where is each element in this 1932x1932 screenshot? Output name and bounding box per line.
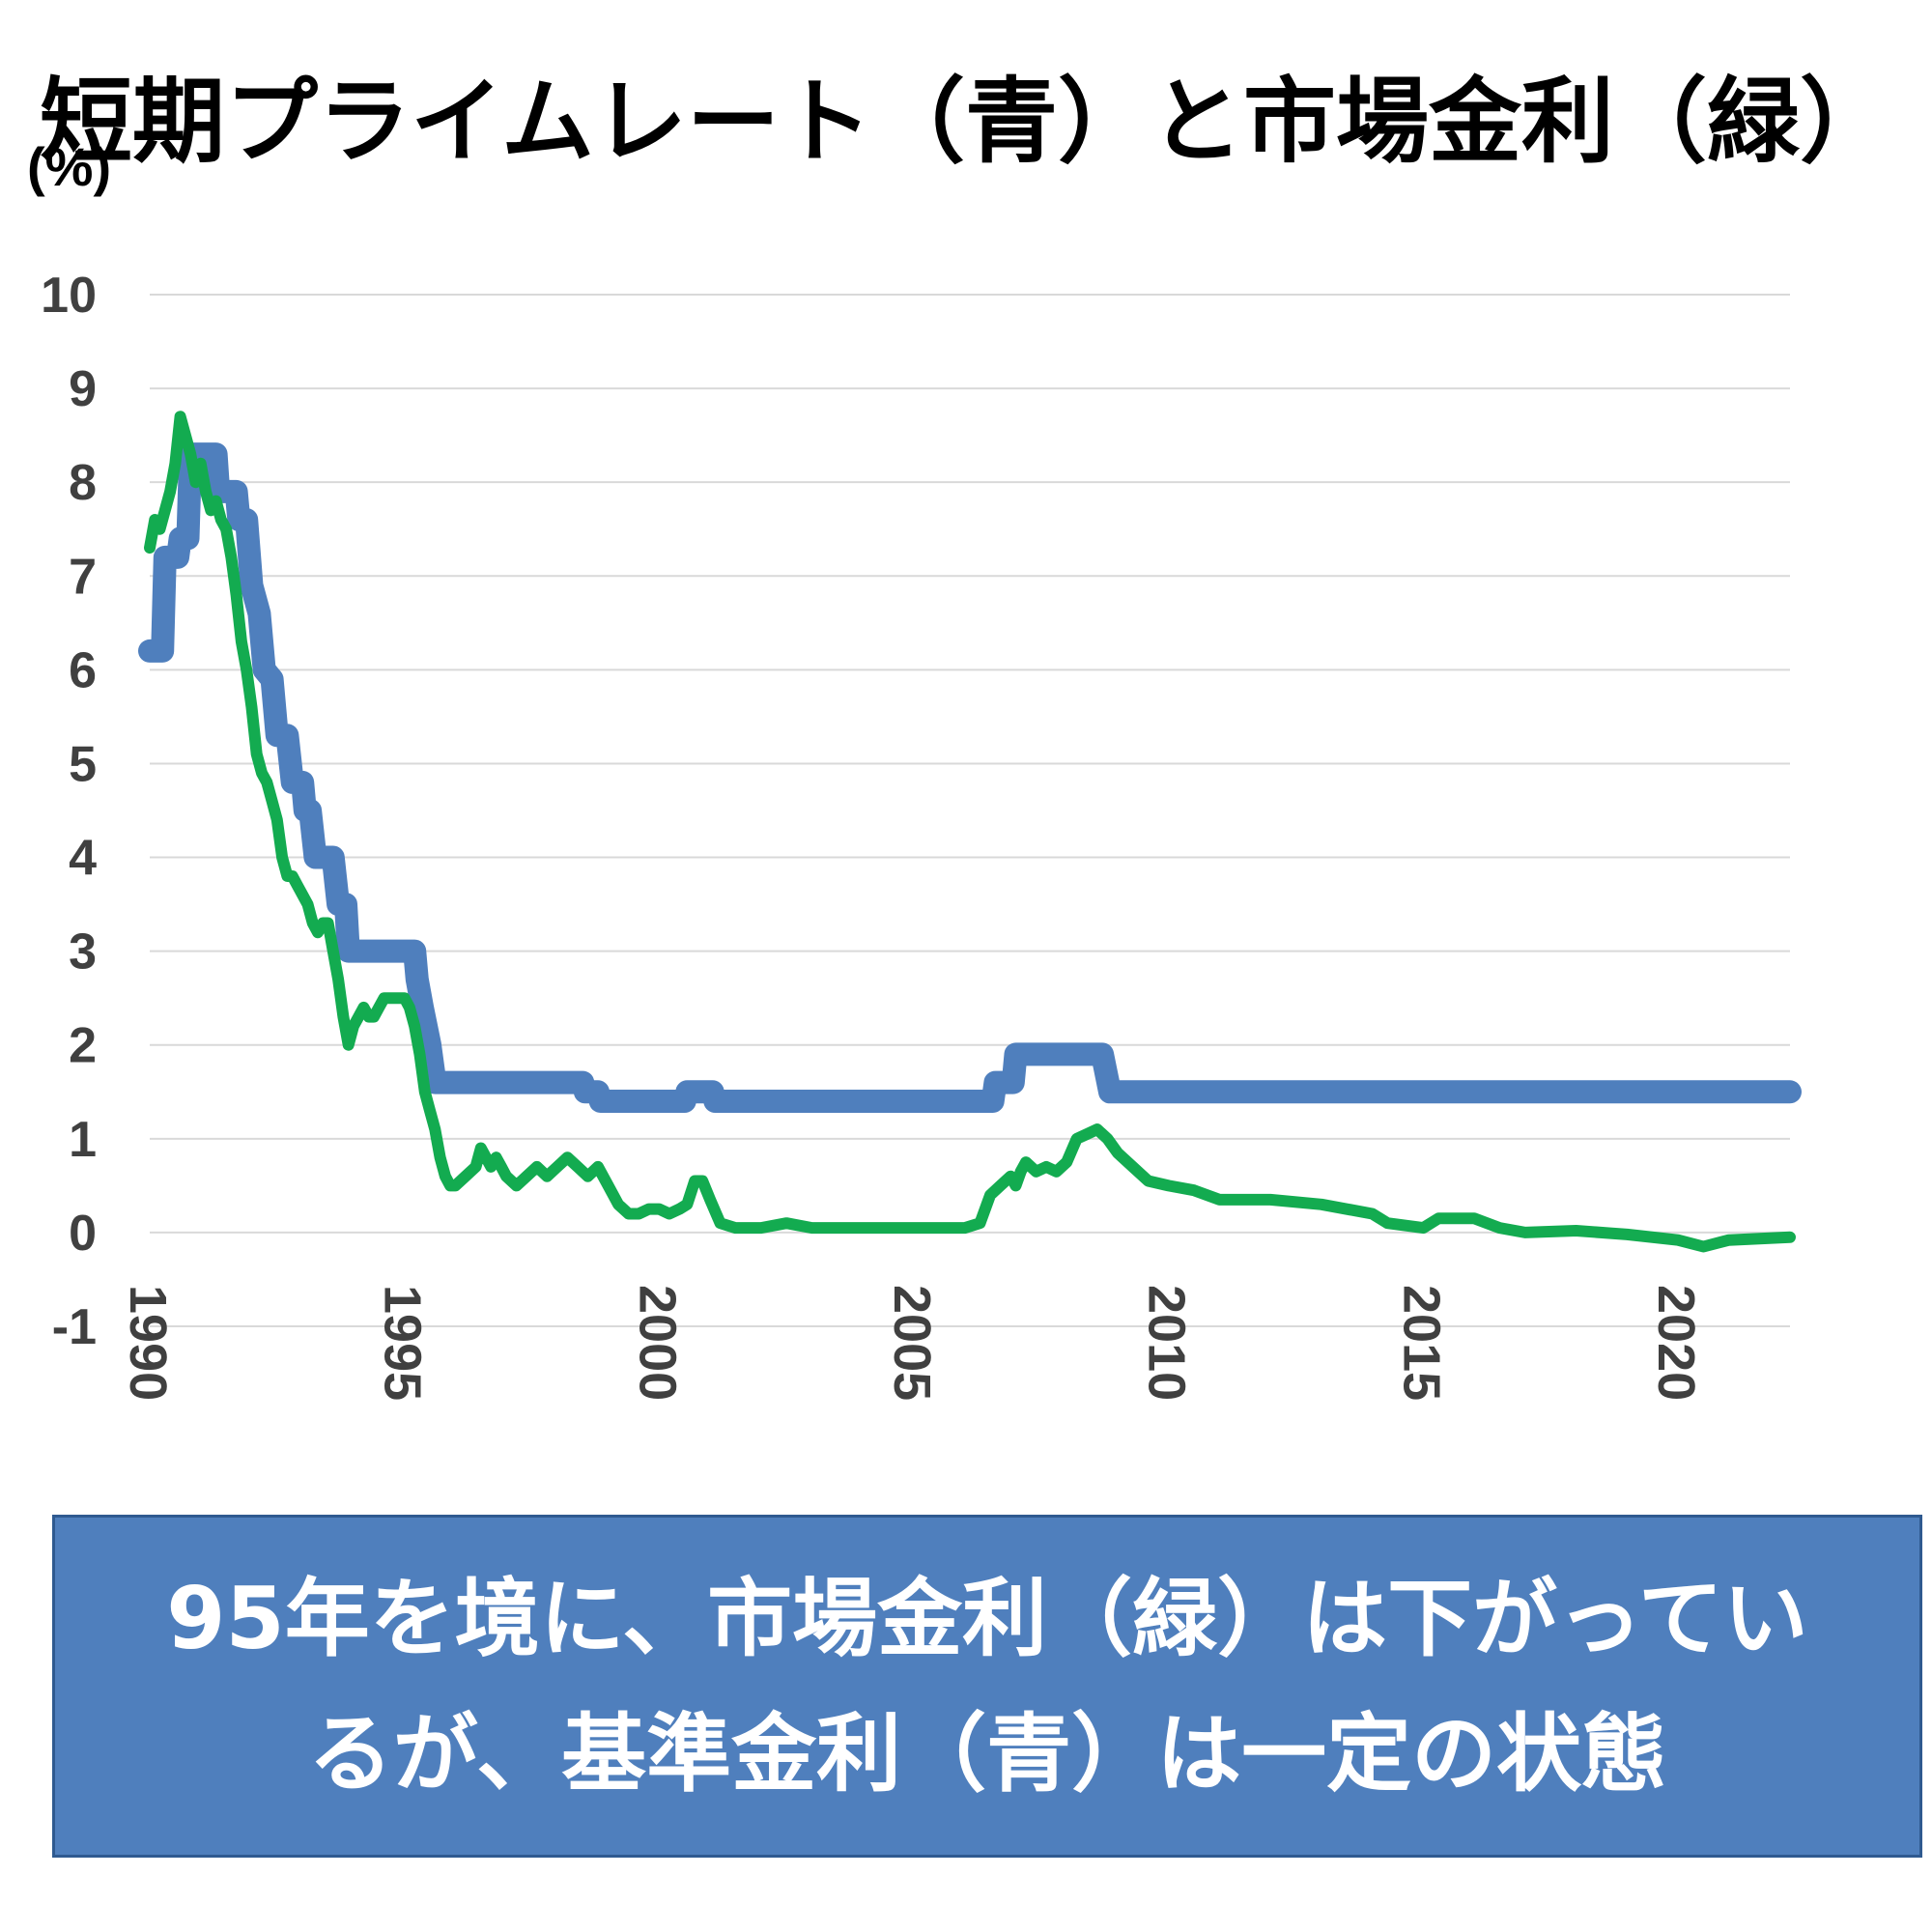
caption-line-2: るが、基準金利（青）は一定の状態 xyxy=(307,1703,1667,1804)
y-tick-label: -1 xyxy=(52,1299,97,1355)
x-tick-label: 2015 xyxy=(1392,1285,1450,1401)
series-lines xyxy=(138,411,1802,1253)
x-tick-label: 2000 xyxy=(628,1285,686,1401)
x-axis-ticks: 1990 1995 2000 2005 2010 2015 2020 xyxy=(119,1285,1705,1401)
y-tick-label: 3 xyxy=(69,924,97,980)
series-line-green xyxy=(144,411,1796,1253)
gridlines xyxy=(150,294,1790,1327)
caption-line-1: 95年を境に、市場金利（緑）は下がってい xyxy=(166,1568,1808,1668)
x-tick-label: 2010 xyxy=(1138,1285,1196,1401)
series-line-blue xyxy=(138,442,1802,1113)
y-tick-label: 5 xyxy=(69,736,97,792)
caption-box: 95年を境に、市場金利（緑）は下がってい るが、基準金利（青）は一定の状態 xyxy=(52,1515,1922,1858)
y-tick-label: 8 xyxy=(69,455,97,511)
y-axis-unit-label: (%) xyxy=(27,136,112,197)
y-tick-label: 7 xyxy=(69,549,97,605)
y-tick-label: 9 xyxy=(69,361,97,417)
y-tick-label: 2 xyxy=(69,1018,97,1074)
x-tick-label: 1990 xyxy=(119,1285,177,1401)
y-tick-label: 0 xyxy=(69,1206,97,1262)
x-tick-label: 2020 xyxy=(1647,1285,1705,1401)
y-tick-label: 10 xyxy=(41,268,97,324)
y-tick-label: 6 xyxy=(69,642,97,698)
x-tick-label: 2005 xyxy=(883,1285,941,1401)
x-tick-label: 1995 xyxy=(374,1285,432,1401)
chart-title: 短期プライムレート（青）と市場金利（緑） xyxy=(39,68,1893,176)
y-tick-label: 1 xyxy=(69,1112,97,1168)
y-tick-label: 4 xyxy=(69,831,97,887)
